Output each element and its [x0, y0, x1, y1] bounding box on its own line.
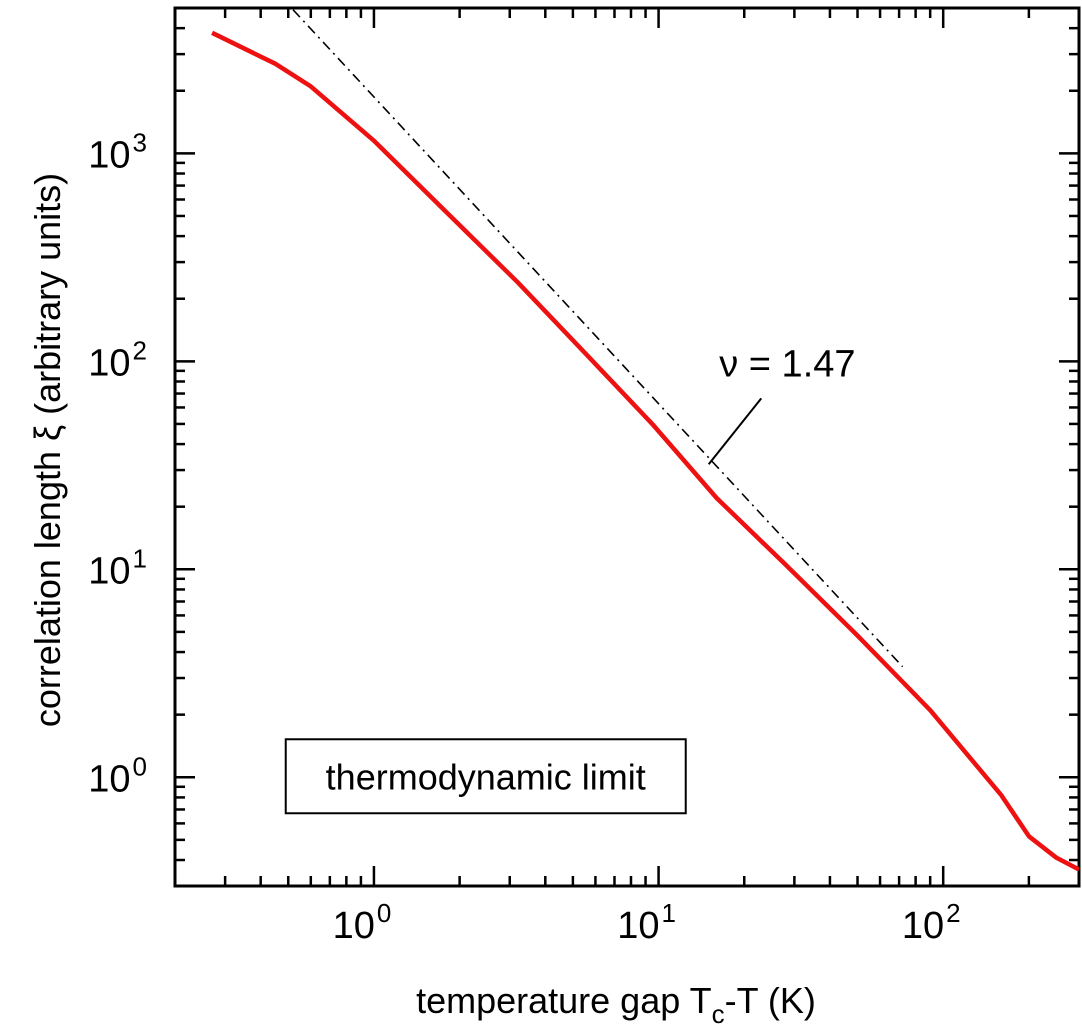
annotations: ν = 1.47 thermodynamic limit — [286, 343, 856, 813]
y-tick-label: 101 — [88, 543, 147, 592]
x-axis-label-subscript: c — [712, 999, 725, 1029]
x-tick-label: 102 — [902, 898, 961, 947]
x-axis-label: temperature gap Tc-T (K) — [416, 980, 816, 1029]
y-tick-labels: 100 101 102 103 — [88, 127, 147, 800]
y-axis-label: correlation length ξ (arbitrary units) — [27, 173, 68, 727]
annotation-box-label: thermodynamic limit — [326, 756, 646, 797]
power-law-fit-line — [293, 10, 903, 667]
y-tick-label: 103 — [88, 127, 147, 176]
x-axis-label-tail: -T (K) — [725, 980, 816, 1021]
y-tick-label: 100 — [88, 751, 147, 800]
x-tick-labels: 100 101 102 — [333, 898, 961, 947]
exponent-annotation: ν = 1.47 — [719, 343, 855, 385]
x-tick-label: 101 — [617, 898, 676, 947]
annotation-pointer — [709, 398, 762, 464]
x-tick-label: 100 — [333, 898, 392, 947]
x-axis-label-main: temperature gap T — [416, 980, 712, 1021]
y-tick-label: 102 — [88, 335, 147, 384]
